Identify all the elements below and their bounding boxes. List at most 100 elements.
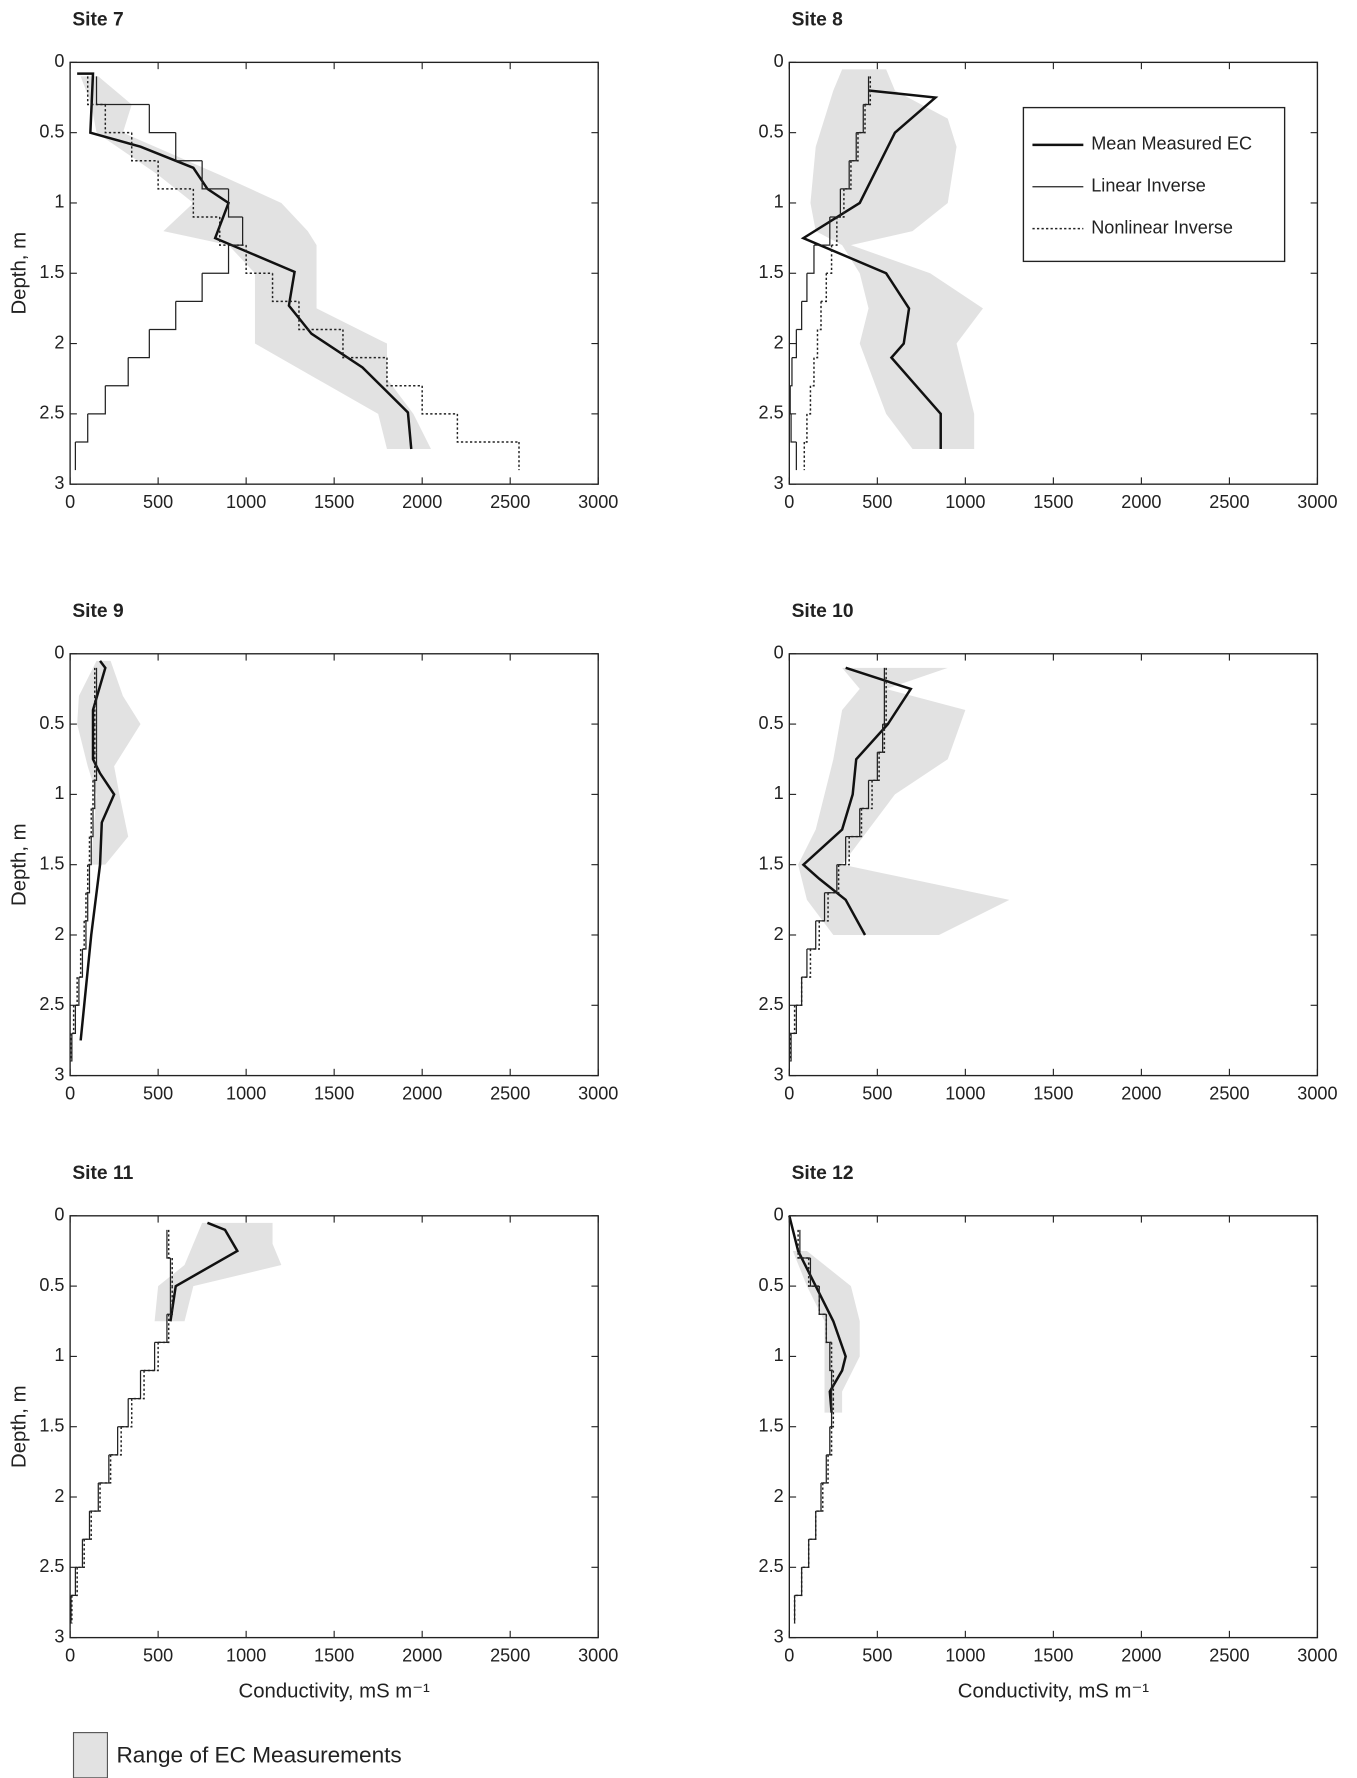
mean-line [169, 1221, 240, 1322]
y-tick-label: 1 [774, 1345, 784, 1365]
step-segment [826, 245, 833, 274]
step-segment [89, 808, 92, 838]
step-segment [813, 217, 831, 246]
step-segment [845, 808, 861, 838]
step-segment [271, 273, 299, 303]
step-segment [815, 1482, 824, 1512]
y-tick-label: 2.5 [39, 1556, 64, 1576]
step-segment [796, 977, 803, 1006]
y-axis-label: Depth, m [9, 232, 31, 315]
range-legend-swatch [72, 1732, 108, 1778]
step-segment [791, 329, 797, 359]
plot-frame [788, 1215, 1319, 1639]
y-tick-label: 3 [774, 1064, 784, 1084]
x-tick-label: 3000 [1297, 492, 1337, 512]
step-segment [130, 132, 159, 162]
step-segment [808, 1511, 817, 1540]
step-segment [872, 752, 880, 782]
step-segment [801, 949, 812, 978]
x-tick-label: 2000 [1121, 1084, 1161, 1104]
step-segment [128, 329, 150, 359]
y-axis-label: Depth, m [9, 1385, 31, 1468]
step-segment [789, 385, 792, 415]
step-segment [821, 273, 828, 303]
step-segment [794, 1567, 803, 1597]
x-tick-label: 1500 [314, 1646, 354, 1666]
x-tick-label: 500 [862, 492, 892, 512]
step-segment [796, 301, 803, 331]
step-segment [801, 949, 808, 978]
step-segment [815, 892, 826, 922]
y-tick-label: 2.5 [759, 403, 784, 423]
y-axis-label: Depth, m [9, 823, 31, 906]
ec-range [798, 667, 1010, 935]
y-tick-label: 0 [774, 643, 784, 663]
x-tick-label: 1000 [945, 1646, 985, 1666]
step-segment [790, 357, 793, 387]
y-tick-label: 2 [54, 332, 64, 352]
step-segment [71, 1567, 78, 1597]
panel-title: Site 11 [72, 1163, 133, 1184]
range-legend-label: Range of EC Measurements [116, 1742, 401, 1767]
step-segment [84, 1511, 92, 1540]
step-segment [144, 1342, 159, 1372]
step-segment [84, 892, 87, 922]
step-segment [98, 1454, 110, 1484]
step-segment [828, 1426, 833, 1456]
y-tick-label: 2.5 [39, 403, 64, 423]
step-segment [166, 1286, 172, 1315]
y-tick-label: 2 [774, 1486, 784, 1506]
panel-title: Site 10 [792, 601, 854, 622]
x-tick-label: 2500 [490, 1084, 530, 1104]
step-segment [140, 1342, 156, 1372]
y-tick-label: 1 [54, 192, 64, 212]
x-tick-label: 1000 [226, 492, 266, 512]
step-segment [110, 1426, 122, 1456]
y-tick-label: 0.5 [759, 121, 784, 141]
step-segment [807, 1257, 820, 1287]
panel-title: Site 8 [792, 10, 844, 31]
step-segment [108, 1426, 119, 1456]
x-tick-label: 3000 [1297, 1084, 1337, 1104]
panel-title: Site 7 [72, 10, 123, 31]
x-tick-label: 0 [784, 1646, 794, 1666]
step-segment [175, 273, 203, 303]
step-segment [849, 808, 863, 838]
x-tick-label: 500 [143, 1084, 173, 1104]
y-tick-label: 3 [54, 1064, 64, 1084]
y-tick-label: 0 [54, 643, 64, 663]
step-segment [790, 1005, 796, 1035]
step-segment [157, 160, 194, 190]
step-segment [75, 1539, 84, 1568]
step-segment [91, 780, 94, 810]
y-tick-label: 0.5 [39, 121, 64, 141]
x-tick-label: 2500 [1209, 1084, 1249, 1104]
y-tick-label: 3 [774, 473, 784, 493]
step-segment [149, 301, 177, 331]
step-segment [91, 1482, 101, 1512]
mean-line [77, 72, 413, 450]
step-segment [836, 188, 845, 218]
step-segment [850, 132, 859, 162]
step-segment [70, 1005, 75, 1035]
x-tick-label: 0 [65, 1646, 75, 1666]
y-tick-label: 1.5 [759, 853, 784, 873]
ec-range [80, 76, 431, 450]
step-segment [809, 1257, 820, 1287]
step-segment [801, 1539, 810, 1568]
step-segment [175, 132, 203, 162]
step-segment [806, 245, 815, 274]
step-segment [456, 413, 519, 443]
step-segment [829, 188, 841, 218]
y-tick-label: 2 [54, 1486, 64, 1506]
step-segment [843, 160, 852, 190]
x-tick-label: 2000 [402, 1084, 442, 1104]
step-segment [868, 752, 878, 781]
step-segment [75, 413, 89, 443]
y-tick-label: 0.5 [759, 1275, 784, 1295]
step-segment [131, 1370, 145, 1400]
step-segment [818, 1286, 827, 1315]
ec-range [810, 69, 983, 450]
step-segment [810, 920, 820, 950]
